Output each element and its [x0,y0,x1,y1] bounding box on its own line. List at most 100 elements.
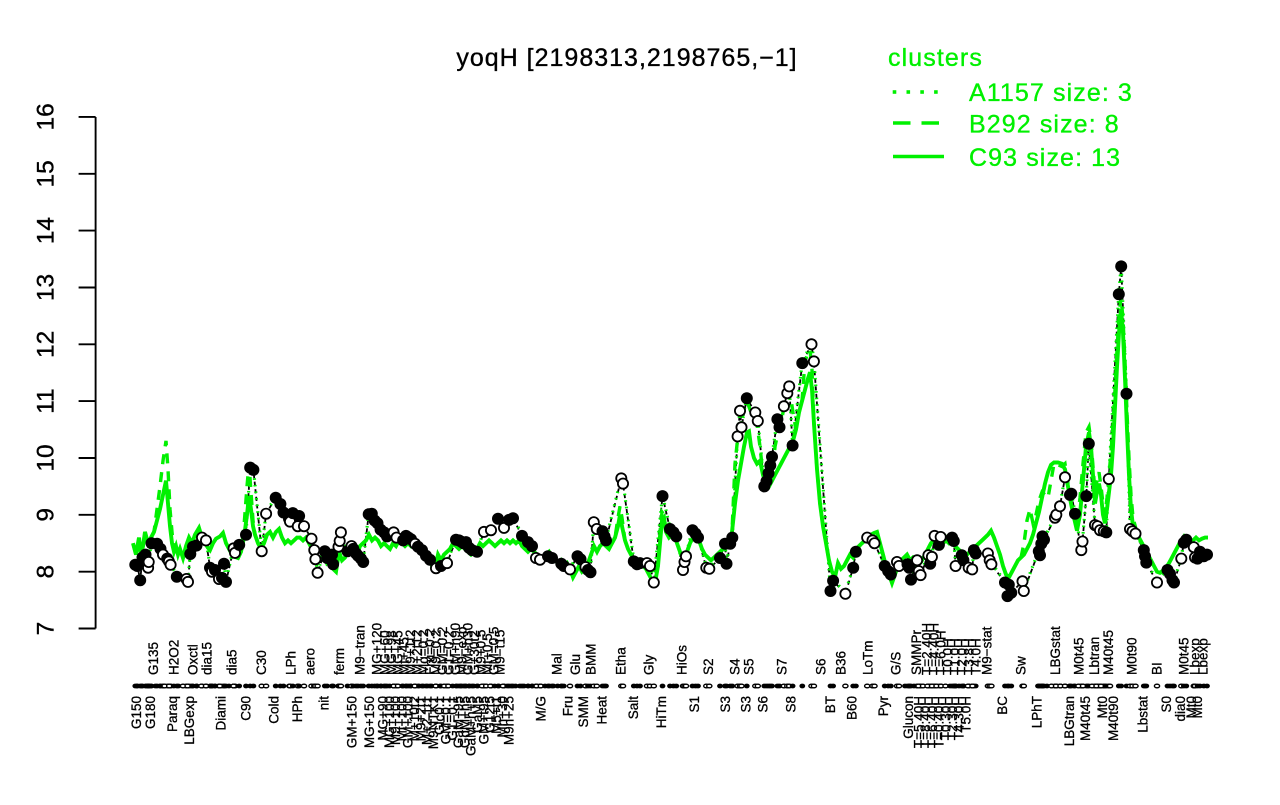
svg-text:GM+t95: GM+t95 [476,696,491,744]
svg-text:dia0: dia0 [1173,696,1188,722]
svg-text:M9−t15: M9−t15 [493,630,508,675]
svg-text:BC: BC [995,696,1010,715]
svg-text:M9+2t1: M9+2t1 [413,696,428,741]
svg-text:A1157 size: 3: A1157 size: 3 [969,79,1133,107]
svg-text:MG+60: MG+60 [378,630,393,675]
svg-text:T=5.40H: T=5.40H [912,696,927,748]
svg-text:C30: C30 [254,650,269,675]
svg-text:T3.8H: T3.8H [962,638,977,675]
svg-text:SMM: SMM [576,696,591,728]
svg-text:M9−exp: M9−exp [454,627,469,675]
svg-text:M+2t12: M+2t12 [410,630,425,675]
svg-text:SMMPr: SMMPr [909,630,924,676]
svg-text:10: 10 [32,444,59,471]
svg-text:S8: S8 [784,696,799,713]
svg-text:LPhT: LPhT [1029,696,1044,728]
svg-text:G1=0.2: G1=0.2 [442,630,457,675]
svg-text:BI: BI [1150,662,1165,675]
svg-text:T0.30H: T0.30H [938,696,953,740]
svg-text:G1=0.1: G1=0.1 [445,696,460,741]
svg-text:S6: S6 [813,658,828,675]
svg-text:GM+h90: GM+h90 [448,623,463,675]
svg-text:MG+45: MG+45 [390,630,405,675]
svg-text:Diami: Diami [213,696,228,731]
svg-text:Cold: Cold [267,696,282,724]
svg-text:M+10t2: M+10t2 [407,696,422,741]
svg-text:T1.0H: T1.0H [948,638,963,675]
svg-text:Lbexp: Lbexp [1195,638,1210,675]
svg-text:8: 8 [32,565,59,579]
svg-text:T=2.40H: T=2.40H [920,623,935,675]
svg-text:S6: S6 [756,696,771,713]
svg-text:T0.0H: T0.0H [941,638,956,675]
svg-text:Mh+30: Mh+30 [495,696,510,738]
svg-text:13: 13 [32,274,59,301]
svg-text:G150: G150 [129,696,144,729]
svg-text:S2: S2 [701,658,716,675]
svg-text:BMM: BMM [584,644,599,676]
svg-text:LoTm: LoTm [860,640,875,675]
svg-text:MG+98: MG+98 [384,630,399,675]
svg-text:aero: aero [303,648,318,675]
svg-text:M5+t1: M5+t1 [489,696,504,734]
svg-text:Mt0: Mt0 [1095,696,1110,719]
svg-text:Glucon: Glucon [901,696,916,739]
svg-text:GaM+h+5: GaM+h+5 [464,696,479,756]
svg-text:H2O2: H2O2 [167,640,182,675]
svg-text:LBGstat: LBGstat [1048,626,1063,675]
svg-text:T=6.0H: T=6.0H [934,630,949,675]
svg-text:M0t45: M0t45 [1177,637,1192,675]
svg-text:T=8.40H: T=8.40H [918,696,933,748]
svg-text:BT: BT [823,696,838,713]
svg-text:Mt+0.5: Mt+0.5 [480,633,495,675]
svg-text:T2.0H: T2.0H [955,638,970,675]
svg-text:S4: S4 [728,658,743,675]
svg-text:GaM5: GaM5 [470,696,485,733]
svg-text:Pyr: Pyr [876,695,891,716]
svg-text:15: 15 [32,160,59,187]
svg-text:C93 size: 13: C93 size: 13 [969,144,1121,172]
svg-text:GM+h30: GM+h30 [461,623,476,675]
svg-text:T2.30H: T2.30H [945,696,960,740]
svg-text:12: 12 [32,331,59,358]
svg-text:M9−tran: M9−tran [353,625,368,675]
svg-text:LPh: LPh [284,651,299,675]
svg-text:T=4.40H: T=4.40H [927,623,942,675]
svg-text:GM+100: GM+100 [401,696,416,748]
svg-text:G+30t2: G+30t2 [467,630,482,675]
svg-text:14: 14 [32,217,59,244]
svg-text:S5: S5 [742,658,757,675]
svg-text:Mt+45: Mt+45 [397,637,412,675]
svg-text:B36: B36 [834,651,849,675]
svg-text:Lbstat: Lbstat [1136,696,1151,733]
svg-text:GM=0.5: GM=0.5 [486,627,501,675]
svg-text:Mt+100: Mt+100 [394,696,409,741]
svg-text:M+2.1t1: M+2.1t1 [420,696,435,745]
svg-text:Glu: Glu [568,654,583,675]
svg-text:M40t45: M40t45 [1101,630,1116,675]
svg-text:GdM+h5: GdM+h5 [457,696,472,748]
svg-text:ferm: ferm [332,648,347,675]
svg-text:S3: S3 [738,696,753,713]
svg-text:M0t45: M0t45 [1072,637,1087,675]
svg-text:MG+90: MG+90 [376,696,391,741]
svg-text:LBGexp: LBGexp [182,696,197,745]
svg-text:Mg=0.2: Mg=0.2 [416,630,431,675]
svg-text:T4.30H: T4.30H [952,696,967,740]
svg-text:GM+150: GM+150 [345,696,360,748]
svg-text:MG+150: MG+150 [362,696,377,748]
svg-text:G135: G135 [146,642,161,675]
svg-text:Mt0: Mt0 [1190,696,1205,719]
svg-text:9: 9 [32,508,59,522]
svg-text:Fru: Fru [560,696,575,716]
svg-text:dia5: dia5 [224,649,239,675]
svg-text:Mt0: Mt0 [1184,696,1199,719]
svg-text:M9=0.2: M9=0.2 [429,630,444,675]
svg-text:GM=0.2: GM=0.2 [435,627,450,675]
svg-text:T5.0H: T5.0H [958,696,973,733]
svg-text:yoqH [2198313,2198765,−1]: yoqH [2198313,2198765,−1] [456,44,797,72]
svg-text:T4.0H: T4.0H [969,638,984,675]
svg-text:B292 size: 8: B292 size: 8 [969,111,1120,139]
svg-text:S0: S0 [1159,696,1174,713]
svg-text:dia15: dia15 [199,642,214,675]
